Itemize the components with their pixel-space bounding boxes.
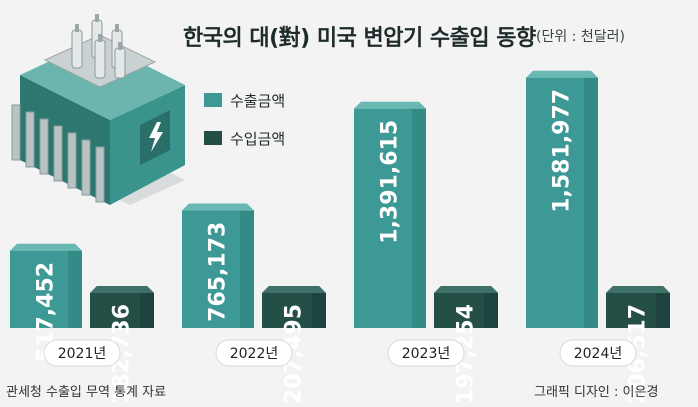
legend-item-export: 수출금액 [204, 85, 285, 115]
chart-title: 한국의 대(對) 미국 변압기 수출입 동향 [183, 26, 536, 51]
data-label-export: 765,173 [206, 222, 231, 322]
category-pill [43, 339, 121, 367]
legend-label-import: 수입금액 [230, 129, 286, 148]
bar-export-2024년: 1,581,977 [526, 70, 598, 328]
legend: 수출금액 수입금액 [204, 85, 285, 161]
axis-layer: 2021년 2022년 2023년 2024년 [43, 339, 637, 367]
legend-label-export: 수출금액 [230, 91, 286, 110]
data-label-export: 1,581,977 [550, 89, 575, 213]
category-pill [559, 339, 637, 367]
category-pill [215, 339, 293, 367]
category-label: 2023년 [402, 346, 451, 362]
legend-swatch-import [204, 131, 222, 145]
category-label: 2021년 [58, 346, 107, 362]
category-label: 2022년 [230, 346, 279, 362]
legend-item-import: 수입금액 [204, 123, 285, 153]
bar-export-2022년: 765,173 [182, 203, 254, 328]
transformer-icon [11, 14, 185, 205]
source-note: 관세청 수출입 무역 통계 자료 [6, 385, 167, 400]
data-label-export: 1,391,615 [378, 120, 403, 244]
bar-export-2023년: 1,391,615 [354, 101, 426, 328]
category-pill [387, 339, 465, 367]
bar-import-2024년: 206,517 [606, 286, 670, 404]
bar-import-2022년: 207,495 [262, 286, 326, 404]
chart-unit: (단위 : 천달러) [536, 29, 625, 45]
credit-note: 그래픽 디자인 : 이은경 [534, 385, 659, 400]
legend-swatch-export [204, 93, 222, 107]
category-label: 2024년 [574, 346, 623, 362]
bar-import-2021년: 182,736 [90, 286, 154, 404]
